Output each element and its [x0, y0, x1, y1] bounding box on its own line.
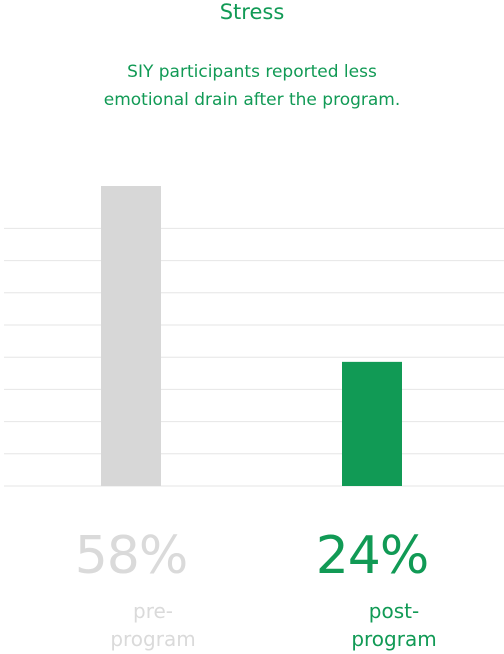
category-label-line-2: program	[351, 627, 437, 651]
chart-title: Stress	[219, 0, 285, 24]
subtitle-line-1: SIY participants reported less	[127, 62, 377, 82]
category-label-post-program: post- program	[304, 597, 484, 653]
category-label-line-1: post-	[368, 599, 420, 623]
subtitle-line-2: emotional drain after the program.	[103, 90, 401, 110]
chart-subtitle: SIY participants reported less emotional…	[40, 58, 464, 114]
value-label-pre-program: 58%	[74, 526, 189, 586]
category-label-line-2: program	[110, 627, 196, 651]
bar-pre-program	[101, 186, 161, 486]
value-label-post-program: 24%	[315, 526, 430, 586]
category-label-pre-program: pre- program	[63, 597, 243, 653]
bars	[101, 186, 402, 486]
bar-post-program	[342, 361, 402, 486]
gridlines	[4, 227, 504, 487]
category-label-line-1: pre-	[133, 599, 173, 623]
